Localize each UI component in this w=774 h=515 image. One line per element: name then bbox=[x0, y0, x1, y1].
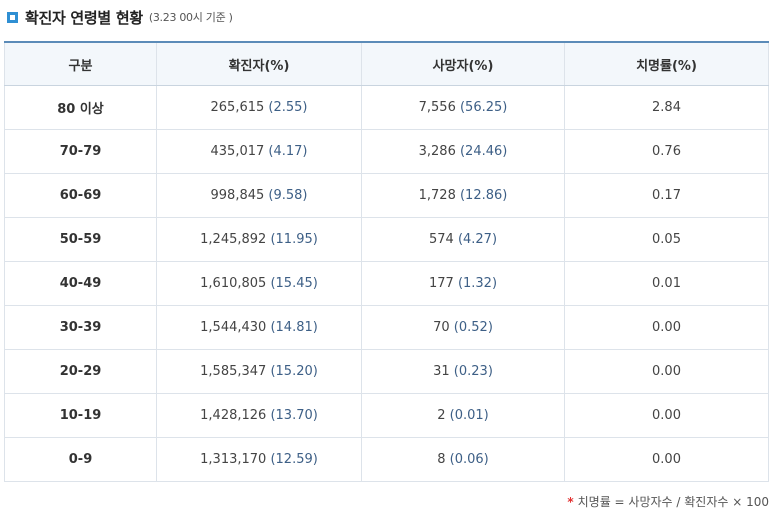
confirmed-percent: (12.59) bbox=[270, 452, 318, 467]
confirmed-cell: 1,585,347 (15.20) bbox=[156, 349, 362, 394]
deaths-cell: 1,728 (12.86) bbox=[361, 173, 565, 218]
section-subtitle: (3.23 00시 기준 ) bbox=[148, 11, 233, 24]
fatality-rate-cell: 0.00 bbox=[564, 393, 769, 438]
confirmed-percent: (9.58) bbox=[268, 188, 308, 203]
fatality-rate-cell: 0.00 bbox=[564, 305, 769, 350]
confirmed-count: 265,615 bbox=[210, 100, 265, 115]
confirmed-cell: 265,615 (2.55) bbox=[156, 85, 362, 130]
age-group-cell: 50-59 bbox=[4, 217, 157, 262]
section-title: 확진자 연령별 현황 bbox=[25, 8, 143, 27]
confirmed-percent: (11.95) bbox=[270, 232, 318, 247]
confirmed-percent: (13.70) bbox=[270, 408, 318, 423]
confirmed-cell: 1,610,805 (15.45) bbox=[156, 261, 362, 306]
confirmed-cell: 1,245,892 (11.95) bbox=[156, 217, 362, 262]
table-row: 80 이상 265,615 (2.55) 7,556 (56.25) 2.84 bbox=[4, 85, 769, 130]
fatality-rate-cell: 0.76 bbox=[564, 129, 769, 174]
age-group-cell: 60-69 bbox=[4, 173, 157, 218]
confirmed-count: 1,313,170 bbox=[200, 452, 267, 467]
deaths-percent: (0.01) bbox=[449, 408, 489, 423]
confirmed-percent: (15.45) bbox=[270, 276, 318, 291]
footnote: * 치명률 = 사망자수 / 확진자수 × 100 bbox=[567, 493, 769, 510]
table-header-row: 구분 확진자(%) 사망자(%) 치명률(%) bbox=[4, 41, 769, 86]
confirmed-count: 435,017 bbox=[210, 144, 265, 159]
confirmed-count: 1,610,805 bbox=[200, 276, 267, 291]
fatality-rate-cell: 2.84 bbox=[564, 85, 769, 130]
deaths-percent: (0.52) bbox=[453, 320, 493, 335]
deaths-percent: (0.06) bbox=[449, 452, 489, 467]
confirmed-cell: 998,845 (9.58) bbox=[156, 173, 362, 218]
footnote-text: 치명률 = 사망자수 / 확진자수 × 100 bbox=[577, 495, 769, 509]
table-row: 60-69 998,845 (9.58) 1,728 (12.86) 0.17 bbox=[4, 173, 769, 218]
table-row: 40-49 1,610,805 (15.45) 177 (1.32) 0.01 bbox=[4, 261, 769, 306]
table-row: 50-59 1,245,892 (11.95) 574 (4.27) 0.05 bbox=[4, 217, 769, 262]
confirmed-count: 1,544,430 bbox=[200, 320, 267, 335]
square-bullet-icon bbox=[7, 11, 18, 23]
confirmed-percent: (15.20) bbox=[270, 364, 318, 379]
deaths-cell: 2 (0.01) bbox=[361, 393, 565, 438]
deaths-cell: 31 (0.23) bbox=[361, 349, 565, 394]
deaths-count: 70 bbox=[433, 320, 450, 335]
confirmed-count: 1,245,892 bbox=[200, 232, 267, 247]
column-header-category: 구분 bbox=[4, 41, 157, 86]
confirmed-cell: 1,313,170 (12.59) bbox=[156, 437, 362, 482]
section-header: 확진자 연령별 현황 (3.23 00시 기준 ) bbox=[7, 6, 233, 28]
fatality-rate-cell: 0.17 bbox=[564, 173, 769, 218]
deaths-cell: 70 (0.52) bbox=[361, 305, 565, 350]
age-group-cell: 10-19 bbox=[4, 393, 157, 438]
deaths-cell: 574 (4.27) bbox=[361, 217, 565, 262]
confirmed-cell: 435,017 (4.17) bbox=[156, 129, 362, 174]
fatality-rate-cell: 0.00 bbox=[564, 437, 769, 482]
table-row: 10-19 1,428,126 (13.70) 2 (0.01) 0.00 bbox=[4, 393, 769, 438]
deaths-percent: (0.23) bbox=[453, 364, 493, 379]
deaths-percent: (24.46) bbox=[459, 144, 508, 159]
table-row: 0-9 1,313,170 (12.59) 8 (0.06) 0.00 bbox=[4, 437, 769, 482]
confirmed-cell: 1,428,126 (13.70) bbox=[156, 393, 362, 438]
age-group-cell: 20-29 bbox=[4, 349, 157, 394]
deaths-cell: 3,286 (24.46) bbox=[361, 129, 565, 174]
table-body: 80 이상 265,615 (2.55) 7,556 (56.25) 2.84 70-7… bbox=[4, 85, 769, 482]
deaths-cell: 177 (1.32) bbox=[361, 261, 565, 306]
confirmed-count: 1,428,126 bbox=[200, 408, 267, 423]
deaths-count: 8 bbox=[437, 452, 446, 467]
confirmed-percent: (14.81) bbox=[270, 320, 318, 335]
age-group-cell: 70-79 bbox=[4, 129, 157, 174]
deaths-percent: (4.27) bbox=[457, 232, 498, 247]
deaths-percent: (1.32) bbox=[457, 276, 498, 291]
deaths-count: 3,286 bbox=[418, 144, 456, 159]
age-group-cell: 30-39 bbox=[4, 305, 157, 350]
deaths-count: 7,556 bbox=[418, 100, 456, 115]
deaths-count: 177 bbox=[428, 276, 454, 291]
age-statistics-table: 구분 확진자(%) 사망자(%) 치명률(%) 80 이상 265,615 (2.… bbox=[4, 41, 769, 482]
confirmed-count: 1,585,347 bbox=[200, 364, 267, 379]
deaths-percent: (56.25) bbox=[459, 100, 508, 115]
deaths-count: 574 bbox=[428, 232, 454, 247]
table-row: 70-79 435,017 (4.17) 3,286 (24.46) 0.76 bbox=[4, 129, 769, 174]
deaths-percent: (12.86) bbox=[459, 188, 508, 203]
confirmed-cell: 1,544,430 (14.81) bbox=[156, 305, 362, 350]
deaths-count: 2 bbox=[437, 408, 446, 423]
age-group-cell: 80 이상 bbox=[4, 85, 157, 130]
deaths-count: 31 bbox=[433, 364, 450, 379]
table-row: 20-29 1,585,347 (15.20) 31 (0.23) 0.00 bbox=[4, 349, 769, 394]
table-row: 30-39 1,544,430 (14.81) 70 (0.52) 0.00 bbox=[4, 305, 769, 350]
age-group-cell: 0-9 bbox=[4, 437, 157, 482]
fatality-rate-cell: 0.01 bbox=[564, 261, 769, 306]
confirmed-percent: (4.17) bbox=[268, 144, 308, 159]
deaths-cell: 8 (0.06) bbox=[361, 437, 565, 482]
age-group-cell: 40-49 bbox=[4, 261, 157, 306]
column-header-confirmed: 확진자(%) bbox=[156, 41, 362, 86]
footnote-marker: * bbox=[567, 495, 574, 509]
confirmed-count: 998,845 bbox=[210, 188, 265, 203]
fatality-rate-cell: 0.05 bbox=[564, 217, 769, 262]
column-header-fatality-rate: 치명률(%) bbox=[564, 41, 769, 86]
deaths-cell: 7,556 (56.25) bbox=[361, 85, 565, 130]
confirmed-percent: (2.55) bbox=[268, 100, 308, 115]
fatality-rate-cell: 0.00 bbox=[564, 349, 769, 394]
column-header-deaths: 사망자(%) bbox=[361, 41, 565, 86]
deaths-count: 1,728 bbox=[418, 188, 456, 203]
